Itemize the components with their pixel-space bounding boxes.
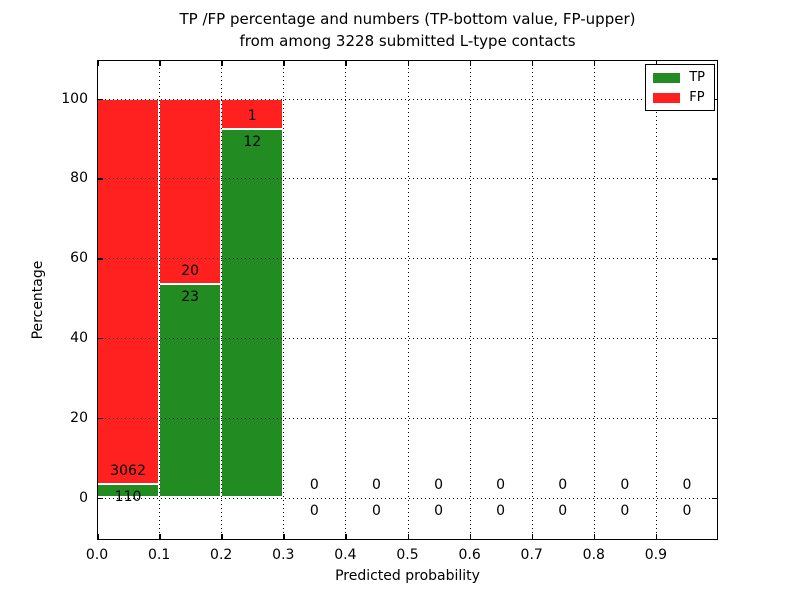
x-tick-label: 0.5 bbox=[396, 547, 419, 563]
tp-count-label: 0 bbox=[496, 502, 506, 519]
y-tick-mark-right bbox=[712, 98, 718, 100]
chart-title-line2: from among 3228 submitted L-type contact… bbox=[239, 32, 576, 50]
ticks-layer bbox=[97, 60, 718, 540]
x-tick-mark-top bbox=[283, 60, 285, 66]
x-tick-mark-top bbox=[345, 60, 347, 66]
tp-count-label: 0 bbox=[558, 502, 568, 519]
x-tick-label: 0.0 bbox=[85, 547, 109, 563]
tp-count-label: 0 bbox=[309, 502, 319, 519]
count-labels-layer: 3062 110 20 23 1 12 0 0 0 0 0 0 0 0 0 0 0 0 0 0 bbox=[97, 60, 718, 540]
x-tick-mark bbox=[531, 534, 534, 540]
v-gridline bbox=[593, 60, 595, 540]
v-gridline bbox=[407, 60, 409, 540]
x-tick-mark-top bbox=[221, 60, 223, 66]
tp-count-label: 12 bbox=[243, 134, 262, 151]
x-tick-mark bbox=[469, 534, 472, 540]
x-axis-label: Predicted probability bbox=[335, 568, 480, 584]
y-tick-mark bbox=[97, 98, 103, 100]
plot-area: 3062 110 20 23 1 12 0 0 0 0 0 0 0 0 0 0 0 0 0 0 TP FP bbox=[97, 60, 718, 540]
x-tick-mark-top bbox=[407, 60, 409, 66]
x-tick-label: 0.7 bbox=[520, 547, 543, 563]
fp-count-label: 3062 bbox=[110, 462, 146, 479]
legend-item: FP bbox=[653, 91, 705, 104]
x-tick-mark bbox=[655, 534, 658, 540]
fp-count-label: 0 bbox=[371, 476, 381, 493]
v-gridline bbox=[345, 60, 347, 540]
fp-bar-segment bbox=[97, 98, 160, 484]
y-axis-label: Percentage bbox=[30, 260, 46, 340]
y-tick-mark bbox=[97, 337, 103, 340]
x-tick-mark bbox=[407, 534, 409, 540]
legend-swatch-fp bbox=[653, 92, 681, 103]
y-tick-mark-right bbox=[712, 417, 718, 420]
legend: TP FP bbox=[645, 64, 715, 111]
y-tick-mark-right bbox=[712, 497, 718, 499]
v-gridline bbox=[283, 60, 285, 540]
y-tick-label: 60 bbox=[70, 250, 88, 267]
y-tick-mark bbox=[97, 417, 103, 420]
x-tick-label: 0.2 bbox=[210, 547, 233, 563]
tp-bar-segment bbox=[221, 129, 284, 498]
y-tick-mark bbox=[97, 497, 103, 499]
legend-item: TP bbox=[653, 71, 705, 84]
v-gridline bbox=[159, 60, 161, 540]
x-tick-mark-top bbox=[531, 60, 534, 66]
v-gridline bbox=[469, 60, 471, 540]
tp-count-label: 0 bbox=[620, 502, 630, 519]
fp-count-label: 20 bbox=[181, 263, 200, 280]
tp-count-label: 23 bbox=[181, 289, 200, 306]
y-tick-label: 20 bbox=[70, 409, 88, 426]
x-tick-mark bbox=[221, 534, 223, 540]
x-tick-mark bbox=[345, 534, 347, 540]
legend-label: TP bbox=[689, 70, 705, 85]
x-tick-mark-top bbox=[159, 60, 161, 66]
tp-count-label: 0 bbox=[682, 502, 692, 519]
legend-label: FP bbox=[689, 90, 705, 105]
fp-count-label: 0 bbox=[496, 476, 506, 493]
fp-count-label: 1 bbox=[247, 108, 257, 125]
fp-count-label: 0 bbox=[434, 476, 444, 493]
fp-count-label: 0 bbox=[309, 476, 319, 493]
v-gridline bbox=[531, 60, 533, 540]
tp-count-label: 110 bbox=[114, 488, 142, 505]
x-tick-mark-top bbox=[97, 60, 99, 66]
chart-title-line1: TP /FP percentage and numbers (TP-bottom… bbox=[179, 10, 636, 28]
y-tick-label: 0 bbox=[79, 489, 88, 506]
tp-count-label: 0 bbox=[434, 502, 444, 519]
legend-swatch-tp bbox=[653, 72, 681, 83]
y-tick-label: 40 bbox=[70, 329, 88, 346]
x-tick-mark-top bbox=[655, 60, 658, 66]
y-tick-mark-right bbox=[712, 337, 718, 340]
x-tick-mark-top bbox=[593, 60, 596, 66]
y-tick-mark bbox=[97, 178, 103, 180]
tp-bar-segment bbox=[159, 284, 222, 498]
y-tick-mark bbox=[97, 258, 103, 260]
x-tick-mark bbox=[97, 534, 99, 540]
fp-bar-segment bbox=[159, 98, 222, 285]
grid-layer bbox=[97, 60, 718, 540]
x-tick-mark bbox=[159, 534, 161, 540]
fp-count-label: 0 bbox=[558, 476, 568, 493]
x-tick-mark bbox=[283, 534, 285, 540]
x-tick-label: 0.1 bbox=[147, 547, 171, 563]
x-tick-mark-top bbox=[469, 60, 472, 66]
fp-count-label: 0 bbox=[682, 476, 692, 493]
x-tick-label: 0.6 bbox=[458, 547, 481, 563]
x-tick-mark bbox=[593, 534, 596, 540]
y-tick-label: 80 bbox=[70, 170, 88, 187]
y-tick-mark-right bbox=[712, 178, 718, 180]
y-tick-label: 100 bbox=[61, 90, 88, 107]
x-tick-label: 0.4 bbox=[334, 547, 357, 563]
fp-count-label: 0 bbox=[620, 476, 630, 493]
tp-count-label: 0 bbox=[371, 502, 381, 519]
x-tick-label: 0.9 bbox=[644, 547, 668, 563]
bars-layer bbox=[97, 60, 718, 540]
chart-title: TP /FP percentage and numbers (TP-bottom… bbox=[97, 8, 718, 52]
y-tick-mark-right bbox=[712, 258, 718, 260]
x-tick-label: 0.3 bbox=[272, 547, 295, 563]
v-gridline bbox=[655, 60, 657, 540]
v-gridline bbox=[221, 60, 223, 540]
x-tick-label: 0.8 bbox=[582, 547, 605, 563]
